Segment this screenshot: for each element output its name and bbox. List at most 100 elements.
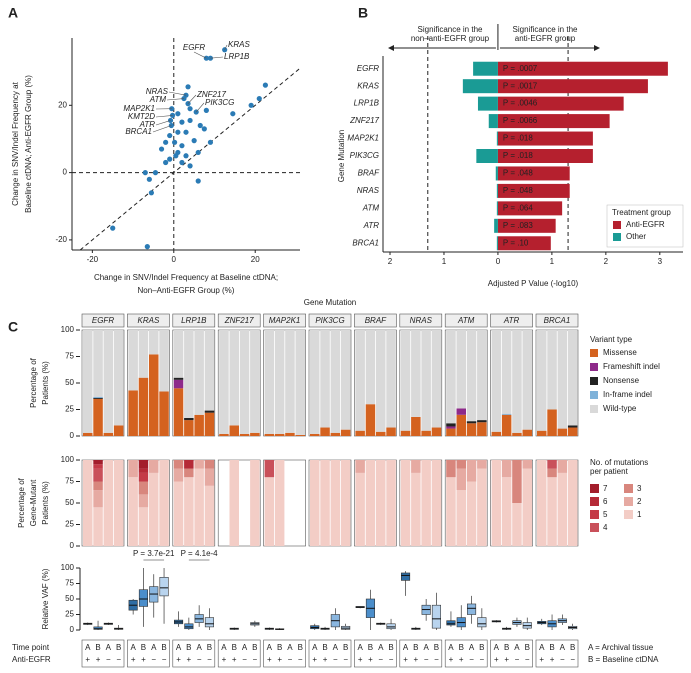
y-tick-label: 50 (65, 594, 74, 603)
bar-segment (355, 460, 365, 473)
bar-segment (149, 354, 159, 436)
bar-segment (103, 460, 114, 546)
y-axis-label: Patients (%) (41, 361, 50, 405)
bar-segment (386, 460, 396, 546)
time-point-label: A (106, 643, 112, 652)
bar-segment (421, 430, 431, 436)
point (183, 153, 189, 159)
y-tick-label: BRCA1 (352, 238, 379, 247)
bar-segment (173, 379, 184, 389)
point (207, 55, 214, 61)
anti-egfr-label: − (515, 655, 520, 664)
point-label: EGFR (183, 43, 205, 52)
time-point-label: B (116, 643, 121, 652)
time-point-label: A (267, 643, 273, 652)
bar (497, 79, 648, 94)
bar-segment (93, 460, 103, 465)
bar-segment (386, 427, 396, 436)
y-tick-label: -20 (55, 235, 67, 244)
gene-header (217, 313, 261, 328)
bar-segment (456, 414, 466, 436)
bar-segment (138, 330, 149, 378)
y-axis-label: Percentage of (17, 477, 26, 528)
gene-label: BRAF (365, 316, 387, 325)
bar-segment (128, 390, 138, 436)
bar-segment (477, 468, 487, 546)
anti-egfr-label: − (378, 655, 383, 664)
bar-segment (466, 460, 477, 482)
gene-label: LRP1B (181, 316, 207, 325)
bar-segment (547, 460, 557, 469)
bar-segment (194, 414, 204, 436)
bar (473, 61, 498, 76)
gene-label: NRAS (410, 316, 433, 325)
point-label: ATM (149, 95, 167, 104)
y-axis-label: Relative VAF (%) (41, 568, 50, 629)
y-axis-label: Gene Mutation (337, 130, 346, 182)
bar-segment (446, 426, 456, 429)
point-label: LRP1B (224, 52, 250, 61)
y-tick-label: 25 (65, 405, 74, 414)
point-label: NRAS (146, 87, 169, 96)
bar-segment (219, 330, 229, 434)
bar-segment (491, 431, 502, 436)
legend-label: Anti-EGFR (626, 220, 665, 229)
bar (497, 166, 570, 181)
gene-header (535, 313, 579, 328)
anti-egfr-label: + (96, 655, 101, 664)
point (148, 190, 154, 196)
bar-segment (400, 430, 411, 436)
bar-segment (365, 404, 376, 436)
bar-segment (103, 330, 114, 433)
group-key-box (444, 639, 488, 668)
bar-segment (411, 460, 421, 473)
y-axis-label: Gene-Mutant (29, 479, 38, 526)
bar-segment (446, 428, 456, 436)
anti-egfr-label: − (469, 655, 474, 664)
point (256, 95, 262, 102)
bar-segment (446, 423, 456, 427)
bar-segment (295, 434, 305, 436)
leader-line (193, 51, 207, 59)
bar-segment (456, 468, 466, 491)
legend-swatch (624, 484, 633, 493)
bar-segment (310, 460, 320, 546)
gene-header (263, 313, 306, 328)
bar-segment (446, 460, 456, 478)
bar-segment (264, 433, 275, 436)
bar-segment (466, 330, 477, 422)
bar-segment (93, 464, 103, 469)
leader-line (195, 102, 205, 113)
anti-egfr-label: − (424, 655, 429, 664)
anti-egfr-label: + (141, 655, 146, 664)
point (187, 163, 193, 169)
anti-egfr-label: − (525, 655, 530, 664)
anti-egfr-label: + (550, 655, 555, 664)
bar-segment (320, 330, 330, 428)
bar-segment (466, 423, 477, 436)
bar-segment (239, 330, 250, 434)
y-tick-label: NRAS (357, 186, 380, 195)
legend-label: In-frame indel (603, 390, 652, 399)
x-tick-label: 0 (496, 257, 501, 266)
point-label: ZNF217 (196, 90, 226, 99)
point (195, 178, 201, 184)
annotation: P = 4.1e-4 (181, 549, 219, 558)
time-point-label: B (388, 643, 393, 652)
leader-line (166, 98, 184, 101)
gene-header (172, 313, 216, 328)
y-tick-label: ZNF217 (349, 116, 379, 125)
bar (497, 183, 570, 198)
bar-segment (184, 460, 194, 469)
box (93, 626, 103, 630)
bar-segment (138, 472, 149, 482)
time-point-label: A (333, 643, 339, 652)
point (152, 170, 159, 176)
bar-segment (446, 477, 456, 546)
point (187, 117, 193, 124)
bar-segment (138, 377, 149, 436)
bar-segment (477, 330, 487, 421)
p-value-label: P = .018 (503, 151, 533, 160)
bar-segment (113, 330, 124, 426)
leader-line (155, 120, 171, 126)
